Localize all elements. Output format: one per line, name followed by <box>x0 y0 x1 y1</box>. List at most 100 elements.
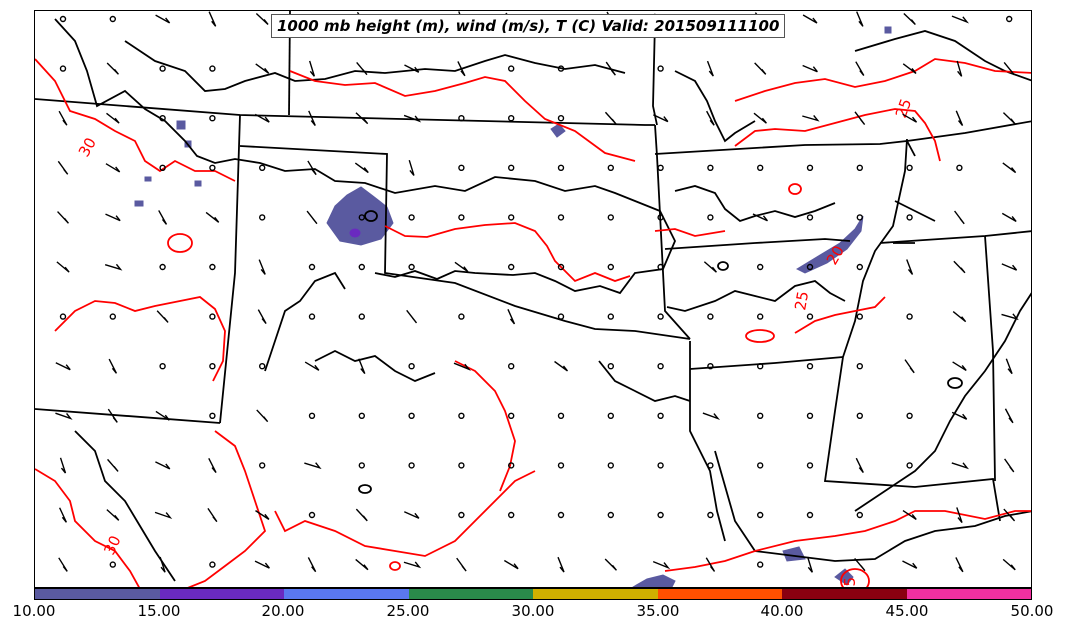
calm-wind-marker <box>607 263 614 271</box>
shading-co-4 <box>134 200 144 207</box>
calm-wind-marker <box>657 214 664 221</box>
calm-wind-marker <box>806 164 814 172</box>
calm-wind-marker <box>607 214 614 221</box>
wind-barb <box>802 114 820 122</box>
calm-wind-marker <box>806 263 814 271</box>
temperature-contour-closed-4 <box>788 183 802 195</box>
temperature-contour-7 <box>274 470 536 557</box>
shading-gulf-2 <box>632 574 676 587</box>
wind-barb <box>854 558 866 572</box>
calm-wind-marker <box>109 313 117 320</box>
wind-barb <box>1004 408 1014 424</box>
shading-arkansas-river <box>795 215 864 274</box>
calm-wind-marker <box>856 363 863 370</box>
wind-barb <box>205 211 220 223</box>
wind-barb <box>652 560 671 570</box>
temperature-contour-8 <box>454 360 516 492</box>
wind-barb <box>554 360 569 372</box>
calm-wind-marker <box>607 313 614 320</box>
colorbar-tick-label: 15.00 <box>137 602 181 620</box>
wind-barb <box>902 113 918 123</box>
wind-barb <box>1002 162 1017 174</box>
wind-barb <box>953 260 966 274</box>
height-contour-5 <box>264 271 346 372</box>
calm-wind-marker <box>358 214 365 221</box>
wind-barb <box>856 11 864 27</box>
wind-barb <box>951 411 968 420</box>
wind-barb <box>355 558 369 571</box>
calm-wind-marker <box>906 412 913 419</box>
wind-barb <box>453 362 472 371</box>
wind-barb <box>104 263 123 271</box>
calm-wind-marker <box>209 313 216 320</box>
calm-wind-marker <box>209 263 216 271</box>
border-ms-al <box>823 356 1001 522</box>
wind-barb <box>307 160 317 176</box>
calm-wind-marker <box>856 511 863 519</box>
wind-barb <box>706 60 714 77</box>
wind-barb <box>703 261 717 273</box>
wind-barb <box>105 213 121 222</box>
wind-barb <box>503 559 519 570</box>
calm-wind-marker <box>856 164 863 172</box>
wind-barb <box>254 113 270 123</box>
temperature-contour-5 <box>187 430 267 587</box>
wind-barb <box>955 557 964 573</box>
calm-wind-marker <box>707 462 714 469</box>
wind-barb <box>358 358 366 375</box>
temperature-label: 30 <box>100 533 124 558</box>
colorbar-tick-label: 20.00 <box>261 602 305 620</box>
state-borders <box>35 11 1031 542</box>
wind-barb <box>156 310 169 323</box>
border-ms-river <box>842 138 908 358</box>
temperature-contour-9 <box>664 510 1031 572</box>
map-title: 1000 mb height (m), wind (m/s), T (C) Va… <box>271 14 786 38</box>
height-contour-6 <box>598 360 691 402</box>
calm-wind-marker <box>458 164 465 172</box>
calm-wind-marker <box>757 511 764 519</box>
wind-barb <box>58 110 68 126</box>
calm-wind-marker <box>607 462 614 469</box>
height-contour-13 <box>894 200 936 222</box>
wind-barb <box>356 62 368 76</box>
calm-wind-marker <box>508 363 515 370</box>
colorbar-tick-label: 25.00 <box>386 602 430 620</box>
wind-barb <box>855 457 864 474</box>
wind-barb <box>255 510 270 520</box>
calm-wind-marker <box>458 511 465 519</box>
calm-wind-marker <box>757 164 764 172</box>
border-tn-ky <box>879 230 1031 244</box>
wind-barb <box>107 458 119 472</box>
calm-wind-marker <box>757 313 764 320</box>
wind-barb <box>1001 263 1018 271</box>
calm-wind-marker <box>806 412 814 419</box>
border-nm-tx <box>35 408 221 424</box>
wind-barb <box>604 111 617 125</box>
height-contour-4 <box>674 185 836 223</box>
wind-barb <box>155 14 171 24</box>
calm-wind-marker <box>806 462 814 469</box>
colorbar-segment <box>782 589 907 599</box>
border-ks-ok <box>239 145 691 340</box>
map-canvas: 30 30 25 20 25 25 <box>35 11 1031 587</box>
temperature-contour-12 <box>794 296 886 334</box>
temperature-contour-6 <box>35 468 140 587</box>
temperature-label: 25 <box>892 96 915 120</box>
wind-barb <box>56 261 70 273</box>
wind-barb <box>507 309 516 325</box>
calm-wind-marker <box>109 561 117 568</box>
calm-wind-marker <box>557 412 565 419</box>
calm-wind-marker <box>906 462 913 469</box>
calm-wind-marker <box>657 263 664 271</box>
calm-wind-marker <box>508 164 515 172</box>
wind-barb <box>58 557 68 572</box>
calm-wind-marker <box>557 114 565 122</box>
shading-gulf-3 <box>834 568 854 586</box>
wind-barb <box>57 160 69 175</box>
border-mo-west <box>654 124 691 340</box>
calm-wind-marker <box>906 164 913 172</box>
wind-barb <box>955 110 964 127</box>
calm-wind-marker <box>906 313 913 320</box>
calm-wind-marker <box>458 412 465 419</box>
calm-wind-marker <box>557 164 565 172</box>
